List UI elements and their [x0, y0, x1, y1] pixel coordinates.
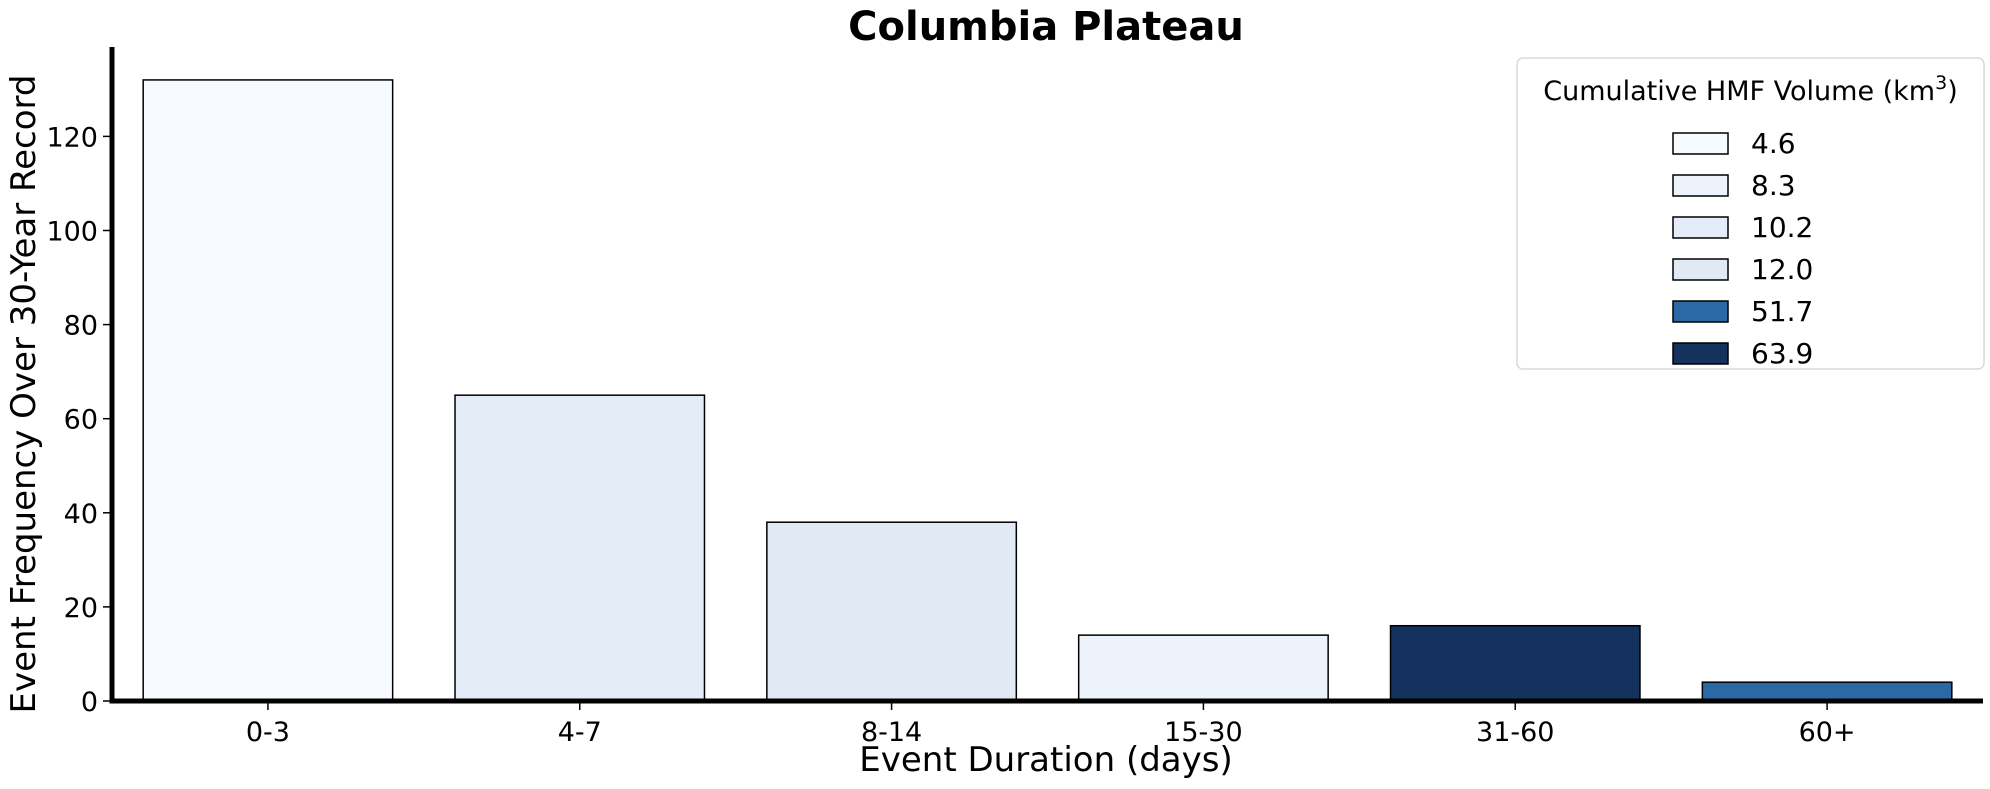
bar-31-60 — [1389, 624, 1641, 702]
x-tick-label: 8-14 — [861, 717, 922, 748]
bars-layer — [142, 79, 1953, 702]
legend-title: Cumulative HMF Volume (km3) — [1543, 72, 1958, 107]
legend-label: 12.0 — [1751, 253, 1813, 286]
legend-label: 51.7 — [1751, 295, 1813, 328]
x-axis-label: Event Duration (days) — [859, 740, 1232, 780]
y-tick-label: 80 — [64, 311, 98, 342]
legend-swatch — [1672, 342, 1729, 365]
bar-4-7 — [454, 394, 706, 702]
legend-swatch — [1672, 300, 1729, 323]
bar-8-14 — [766, 521, 1018, 702]
bar-0-3 — [142, 79, 394, 702]
axes-layer: 0-3 4-7 8-14 15-30 31-60 60+ 0 20 40 60 80 100 120 — [46, 47, 1983, 748]
legend-swatch — [1672, 216, 1729, 239]
chart-title: Columbia Plateau — [848, 4, 1244, 50]
legend-frame — [1516, 57, 1985, 370]
y-tick-label: 20 — [64, 593, 98, 624]
y-tick-label: 60 — [64, 405, 98, 436]
x-tick-label: 60+ — [1799, 717, 1856, 748]
bar-15-30 — [1077, 634, 1329, 702]
y-tick-label: 120 — [46, 122, 98, 153]
y-axis-label: Event Frequency Over 30-Year Record — [4, 74, 44, 713]
x-tick-label: 4-7 — [558, 717, 602, 748]
y-tick-label: 100 — [46, 216, 98, 247]
bar-60+ — [1701, 681, 1953, 702]
legend-label: 4.6 — [1751, 127, 1796, 160]
legend: Cumulative HMF Volume (km3) 4.6 8.3 10.2 12.… — [1516, 57, 1985, 370]
x-tick-label: 15-30 — [1164, 717, 1242, 748]
legend-swatch — [1672, 132, 1729, 155]
y-tick-label: 40 — [64, 499, 98, 530]
x-tick-label: 0-3 — [246, 717, 290, 748]
legend-label: 63.9 — [1751, 337, 1813, 370]
legend-swatch — [1672, 258, 1729, 281]
legend-swatch — [1672, 174, 1729, 197]
legend-label: 8.3 — [1751, 169, 1796, 202]
y-tick-label: 0 — [81, 687, 98, 718]
x-tick-label: 31-60 — [1476, 717, 1554, 748]
legend-label: 10.2 — [1751, 211, 1813, 244]
